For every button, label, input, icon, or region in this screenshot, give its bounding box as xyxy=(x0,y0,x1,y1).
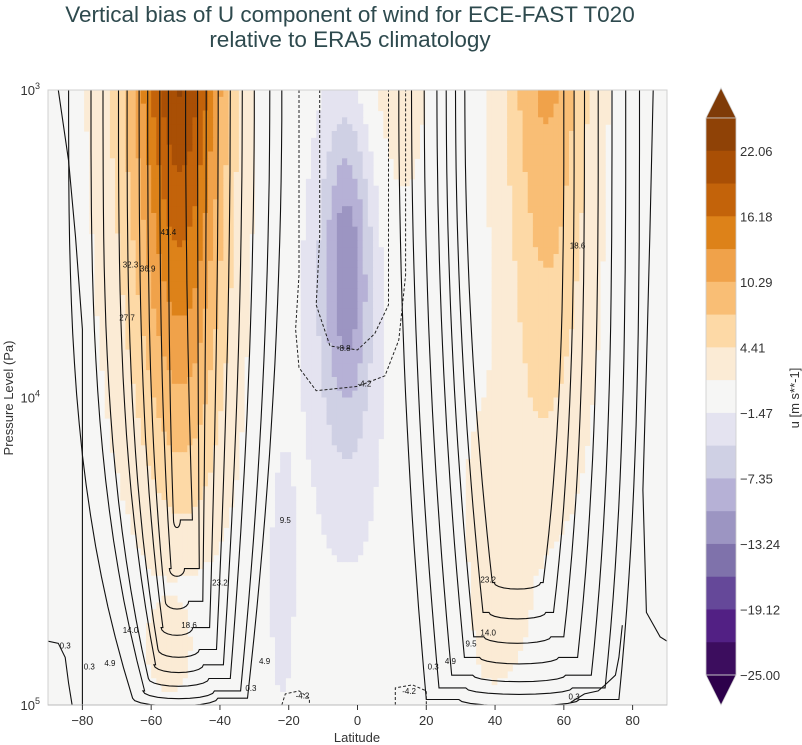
colorbar-extend-min xyxy=(705,674,737,706)
colorbar-band xyxy=(706,118,736,152)
y-axis-label: Pressure Level (Pa) xyxy=(1,341,16,456)
contour-label: 23.2 xyxy=(212,579,228,588)
contour-label: -4.2 xyxy=(358,379,372,388)
contour-label: 27.7 xyxy=(119,314,135,323)
contour-label: 14.0 xyxy=(123,626,139,635)
contour-lines xyxy=(48,90,667,705)
contour-label: 41.4 xyxy=(161,228,177,237)
x-tick-label: −40 xyxy=(209,713,231,728)
y-tick-label: 105 xyxy=(21,696,40,713)
contour-label: 4.9 xyxy=(445,657,457,666)
colorbar-band xyxy=(706,445,736,479)
contour-label: 0.3 xyxy=(60,641,72,650)
y-axis: 103 104 105 xyxy=(21,81,40,713)
colorbar-tick-label: −1.47 xyxy=(740,406,773,421)
colorbar-band xyxy=(706,314,736,348)
x-tick-label: 20 xyxy=(419,713,433,728)
colorbar-band xyxy=(706,511,736,545)
contour-label: 0.3 xyxy=(245,684,257,693)
y-tick-label: 103 xyxy=(21,81,40,98)
colorbar-tick-label: −25.00 xyxy=(740,668,780,683)
x-tick-label: −80 xyxy=(71,713,93,728)
colorbar-band xyxy=(706,412,736,447)
x-tick-label: 60 xyxy=(557,713,571,728)
x-axis-label: Latitude xyxy=(334,730,380,745)
y-tick-label: 104 xyxy=(21,389,40,406)
colorbar-band xyxy=(706,216,736,250)
contour-label: 0.3 xyxy=(569,693,581,702)
x-tick-label: −20 xyxy=(278,713,300,728)
chart-title-line2: relative to ERA5 climatology xyxy=(209,27,491,52)
contour-labels: 41.4 36.932.3 27.7 -8.8 -4.2 9.5 23.2 18.6 14.0 4… xyxy=(60,228,586,702)
contour-label: 23.2 xyxy=(480,575,496,584)
colorbar-extend-max xyxy=(705,87,737,119)
colorbar-tick-label: 4.41 xyxy=(740,340,765,355)
contour-label: 0.3 xyxy=(84,663,96,672)
colorbar-band xyxy=(706,150,736,185)
colorbar-tick-label: 22.06 xyxy=(740,144,773,159)
plot-area: 41.4 36.932.3 27.7 -8.8 -4.2 9.5 23.2 18.6 14.0 4… xyxy=(47,89,668,706)
colorbar: 22.06 16.18 10.29 4.41 −1.47 −7.35 −13.24 −19.1… xyxy=(705,87,780,706)
colorbar-band xyxy=(706,183,736,217)
colorbar-tick-label: 10.29 xyxy=(740,275,773,290)
contour-label: 4.9 xyxy=(259,657,271,666)
colorbar-band xyxy=(706,347,736,381)
contour-label: 14.0 xyxy=(480,628,496,637)
contour-label: 4.9 xyxy=(104,659,116,668)
chart-title-line1: Vertical bias of U component of wind for… xyxy=(65,2,635,27)
x-tick-label: 0 xyxy=(354,713,361,728)
colorbar-tick-label: 16.18 xyxy=(740,209,773,224)
x-tick-label: −60 xyxy=(140,713,162,728)
colorbar-label: u [m s**-1] xyxy=(787,368,802,429)
contour-label: 9.5 xyxy=(465,639,477,648)
contour-label: 18.6 xyxy=(570,241,586,250)
colorbar-tick-label: −13.24 xyxy=(740,537,780,552)
contour-label: 32.3 xyxy=(123,261,139,270)
contour-label: 18.6 xyxy=(181,621,197,630)
contour-label: -4.2 xyxy=(296,691,310,700)
colorbar-band xyxy=(706,642,736,676)
colorbar-band xyxy=(706,478,736,512)
x-tick-label: 40 xyxy=(488,713,502,728)
contour-label: 36.9 xyxy=(140,264,156,273)
contour-label: -8.8 xyxy=(337,344,351,353)
colorbar-band xyxy=(706,609,736,643)
colorbar-band xyxy=(706,543,736,578)
colorbar-band xyxy=(706,281,736,316)
filled-contours xyxy=(84,90,611,692)
x-axis: −80 −60 −40 −20 0 20 40 60 80 xyxy=(48,704,667,728)
colorbar-tick-label: −19.12 xyxy=(740,603,780,618)
x-tick-label: 80 xyxy=(625,713,639,728)
contour-label: 9.5 xyxy=(280,516,292,525)
colorbar-band xyxy=(706,576,736,610)
contour-label: -4.2 xyxy=(402,687,416,696)
colorbar-band xyxy=(706,249,736,283)
colorbar-tick-label: −7.35 xyxy=(740,471,773,486)
contour-label: 0.3 xyxy=(428,663,440,672)
colorbar-band xyxy=(706,380,736,414)
